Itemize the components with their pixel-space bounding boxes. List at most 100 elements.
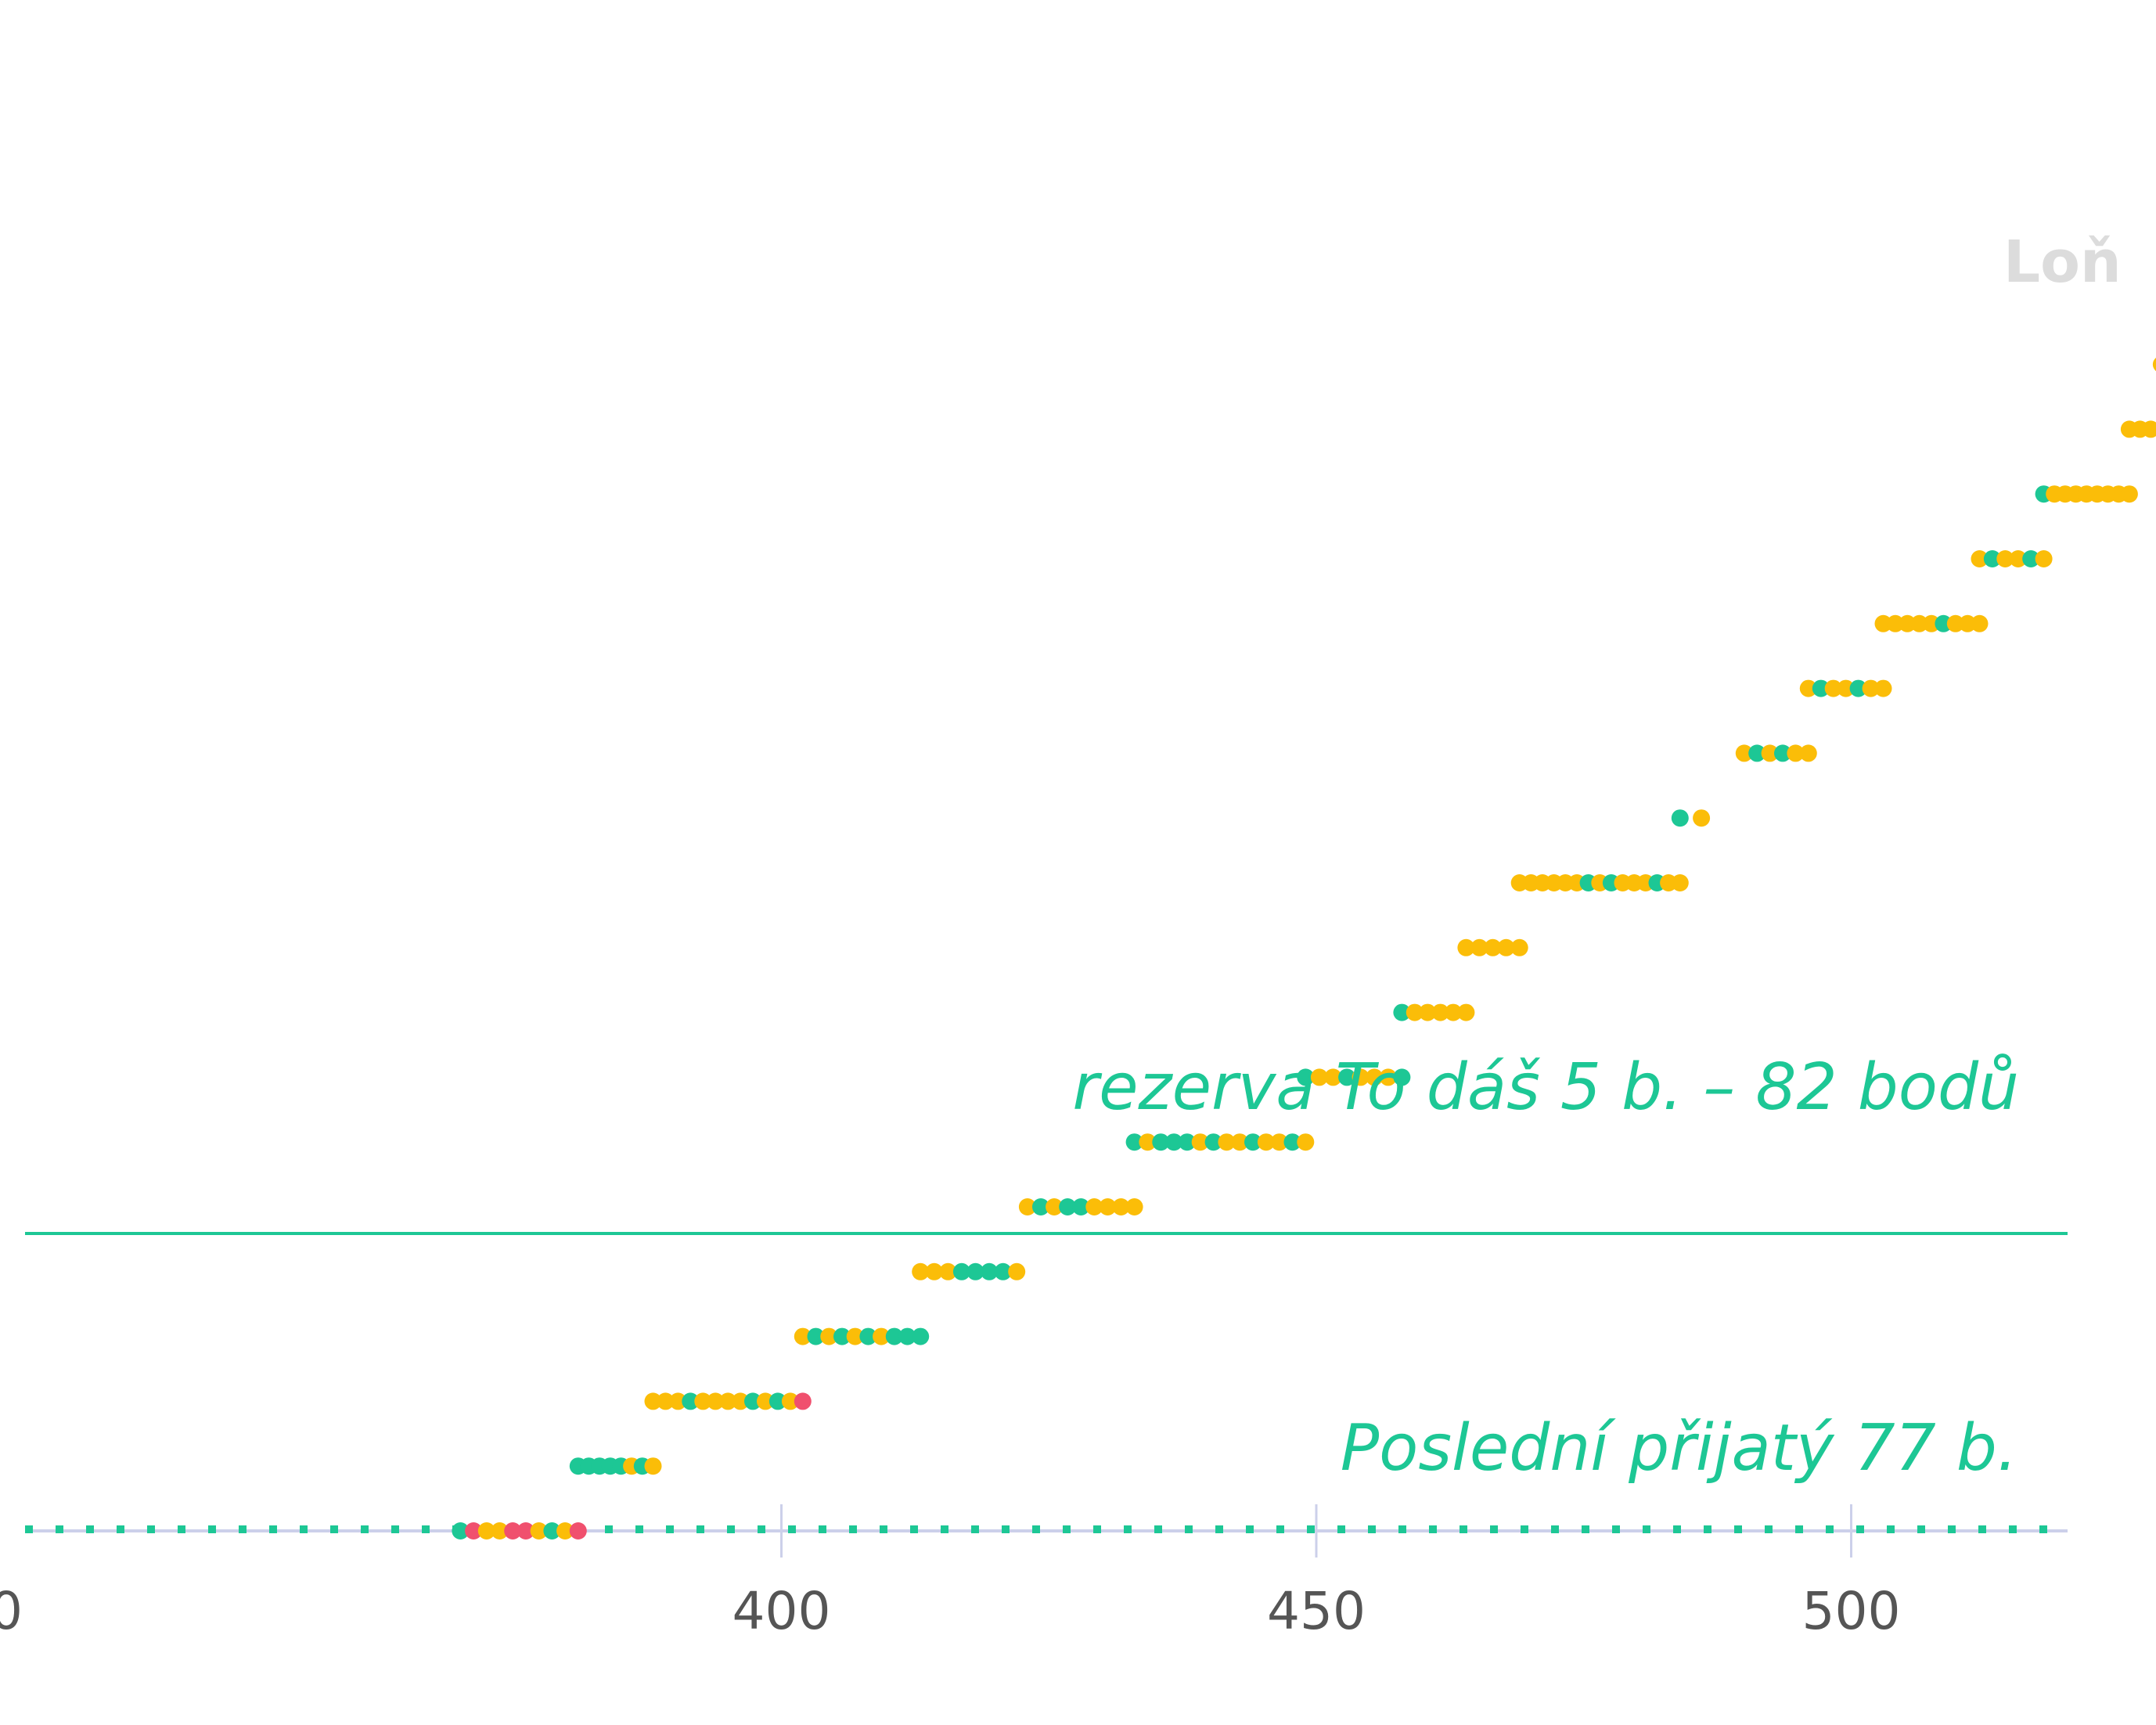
data-point[interactable]: [1218, 1133, 1236, 1151]
data-point[interactable]: [1837, 679, 1855, 697]
data-point[interactable]: [1812, 679, 1830, 697]
data-point[interactable]: [1270, 1133, 1288, 1151]
data-point[interactable]: [1935, 614, 1953, 632]
data-point[interactable]: [994, 1262, 1012, 1280]
data-point[interactable]: [1244, 1133, 1262, 1151]
data-point[interactable]: [1735, 744, 1753, 762]
data-point[interactable]: [543, 1522, 561, 1540]
data-point[interactable]: [1959, 614, 1977, 632]
data-point[interactable]: [504, 1522, 522, 1540]
data-point[interactable]: [833, 1327, 851, 1345]
data-point[interactable]: [1693, 809, 1711, 827]
data-point[interactable]: [1008, 1262, 1026, 1280]
data-point[interactable]: [530, 1522, 548, 1540]
data-point[interactable]: [1297, 1068, 1315, 1086]
data-point[interactable]: [1257, 1133, 1275, 1151]
data-point[interactable]: [1310, 1068, 1328, 1086]
data-point[interactable]: [1352, 1068, 1370, 1086]
data-point[interactable]: [1152, 1133, 1170, 1151]
data-point[interactable]: [1324, 1068, 1342, 1086]
data-point[interactable]: [1971, 614, 1989, 632]
data-point[interactable]: [2035, 550, 2053, 567]
data-point[interactable]: [732, 1392, 750, 1410]
data-point[interactable]: [1761, 744, 1779, 762]
data-point[interactable]: [1283, 1133, 1301, 1151]
data-point[interactable]: [1445, 1003, 1462, 1021]
data-point[interactable]: [477, 1522, 495, 1540]
data-point[interactable]: [1406, 1003, 1424, 1021]
data-point[interactable]: [657, 1392, 675, 1410]
data-point[interactable]: [781, 1392, 799, 1410]
data-point[interactable]: [2152, 356, 2156, 373]
data-point[interactable]: [981, 1262, 999, 1280]
data-point[interactable]: [768, 1392, 786, 1410]
data-point[interactable]: [1072, 1198, 1090, 1215]
data-point[interactable]: [1671, 874, 1689, 891]
data-point[interactable]: [707, 1392, 725, 1410]
data-point[interactable]: [952, 1262, 970, 1280]
data-point[interactable]: [719, 1392, 737, 1410]
data-point[interactable]: [757, 1392, 774, 1410]
data-point[interactable]: [898, 1327, 916, 1345]
data-point[interactable]: [669, 1392, 687, 1410]
data-point[interactable]: [1393, 1003, 1411, 1021]
data-point[interactable]: [846, 1327, 864, 1345]
data-point[interactable]: [1910, 614, 1928, 632]
data-point[interactable]: [1165, 1133, 1183, 1151]
data-point[interactable]: [925, 1262, 943, 1280]
data-point[interactable]: [1470, 938, 1488, 956]
data-point[interactable]: [1139, 1133, 1157, 1151]
data-point[interactable]: [452, 1522, 470, 1540]
data-point[interactable]: [644, 1392, 662, 1410]
data-point[interactable]: [517, 1522, 535, 1540]
data-point[interactable]: [1338, 1068, 1356, 1086]
data-point[interactable]: [1297, 1133, 1315, 1151]
data-point[interactable]: [556, 1522, 574, 1540]
data-point[interactable]: [966, 1262, 984, 1280]
data-point[interactable]: [1774, 744, 1791, 762]
data-point[interactable]: [1923, 614, 1940, 632]
data-point[interactable]: [1112, 1198, 1130, 1215]
data-point[interactable]: [1204, 1133, 1222, 1151]
data-point[interactable]: [1849, 679, 1867, 697]
data-point[interactable]: [1874, 679, 1892, 697]
data-point[interactable]: [1457, 938, 1475, 956]
data-point[interactable]: [1484, 938, 1502, 956]
data-point[interactable]: [2152, 420, 2156, 438]
data-point[interactable]: [1125, 1198, 1143, 1215]
data-point[interactable]: [682, 1392, 700, 1410]
data-point[interactable]: [2120, 485, 2138, 503]
data-point[interactable]: [1671, 809, 1689, 827]
data-point[interactable]: [1046, 1198, 1064, 1215]
data-point[interactable]: [1125, 1133, 1143, 1151]
data-point[interactable]: [1191, 1133, 1209, 1151]
data-point[interactable]: [1178, 1133, 1196, 1151]
data-point[interactable]: [912, 1262, 930, 1280]
data-point[interactable]: [1983, 550, 2001, 567]
data-point[interactable]: [1971, 550, 1989, 567]
data-point[interactable]: [873, 1327, 891, 1345]
data-point[interactable]: [1059, 1198, 1077, 1215]
data-point[interactable]: [1431, 1003, 1449, 1021]
data-point[interactable]: [1393, 1068, 1411, 1086]
data-point[interactable]: [491, 1522, 509, 1540]
data-point[interactable]: [569, 1522, 587, 1540]
data-point[interactable]: [939, 1262, 957, 1280]
data-point[interactable]: [1787, 744, 1805, 762]
data-point[interactable]: [1231, 1133, 1249, 1151]
data-point[interactable]: [1799, 744, 1817, 762]
data-point[interactable]: [859, 1327, 877, 1345]
data-point[interactable]: [1099, 1198, 1117, 1215]
data-point[interactable]: [1497, 938, 1515, 956]
data-point[interactable]: [1018, 1198, 1036, 1215]
data-point[interactable]: [1748, 744, 1766, 762]
data-point[interactable]: [644, 1457, 662, 1475]
data-point[interactable]: [807, 1327, 825, 1345]
data-point[interactable]: [1457, 1003, 1475, 1021]
data-point[interactable]: [2142, 420, 2156, 438]
data-point[interactable]: [794, 1392, 812, 1410]
data-point[interactable]: [1862, 679, 1880, 697]
data-point[interactable]: [1899, 614, 1917, 632]
data-point[interactable]: [1379, 1068, 1397, 1086]
data-point[interactable]: [820, 1327, 838, 1345]
